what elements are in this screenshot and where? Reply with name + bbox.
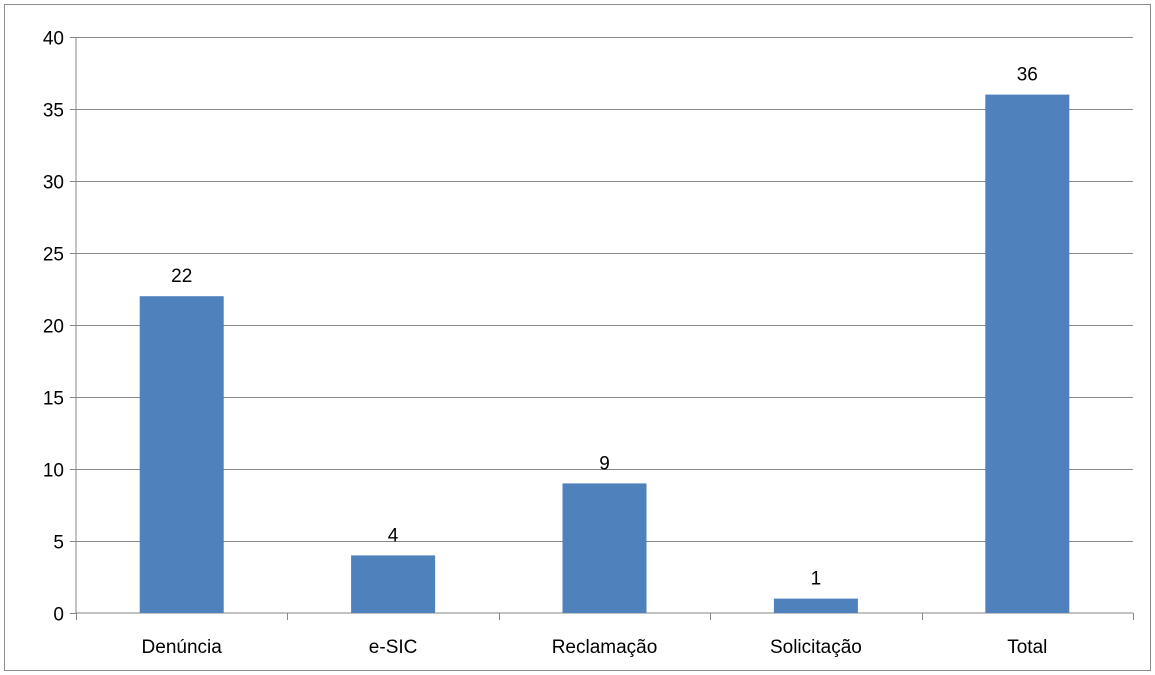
data-label: 4 (388, 525, 399, 546)
bar (351, 555, 436, 613)
y-tick-label: 5 (53, 533, 64, 554)
y-tick-label: 40 (43, 29, 64, 50)
gridlines (76, 37, 1133, 542)
y-tick-label: 20 (43, 317, 64, 338)
x-tick-label: Reclamação (552, 637, 658, 658)
data-label: 22 (171, 266, 192, 287)
x-tick-marks (76, 613, 1134, 620)
y-tick-label: 0 (53, 605, 64, 626)
data-labels: 22 4 9 1 36 (171, 65, 1038, 590)
y-tick-label: 15 (43, 389, 64, 410)
y-tick-label: 30 (43, 173, 64, 194)
y-tick-label: 25 (43, 245, 64, 266)
data-label: 36 (1017, 65, 1038, 86)
x-tick-label: Total (1007, 637, 1047, 658)
data-label: 9 (599, 453, 610, 474)
x-tick-labels: Denúncia e-SIC Reclamação Solicitação Total (142, 637, 1048, 658)
bar (562, 483, 647, 613)
bar (139, 296, 224, 613)
y-tick-marks (70, 37, 76, 614)
x-tick-label: e-SIC (369, 637, 418, 658)
x-tick-label: Denúncia (142, 637, 223, 658)
y-tick-label: 35 (43, 101, 64, 122)
y-tick-label: 10 (43, 461, 64, 482)
data-label: 1 (811, 569, 822, 590)
bar (773, 598, 858, 613)
x-tick-label: Solicitação (770, 637, 862, 658)
bars (139, 94, 1070, 614)
bar (985, 94, 1070, 614)
y-tick-labels: 0 5 10 15 20 25 30 35 40 (43, 29, 64, 626)
